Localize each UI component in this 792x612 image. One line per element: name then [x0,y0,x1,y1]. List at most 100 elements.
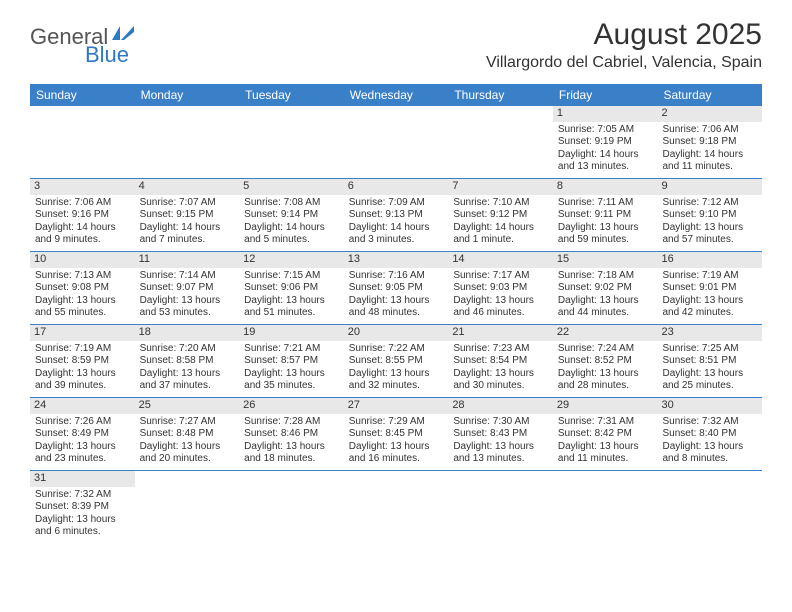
calendar-cell: 14Sunrise: 7:17 AMSunset: 9:03 PMDayligh… [448,252,553,324]
day-number: 11 [135,252,240,268]
week-row: 1Sunrise: 7:05 AMSunset: 9:19 PMDaylight… [30,106,762,179]
day-number: 28 [448,398,553,414]
day-number: 31 [30,471,135,487]
sun-detail: Sunrise: 7:06 AM [35,197,130,210]
header: General Blue August 2025 Villargordo del… [0,0,792,80]
sun-detail: Daylight: 13 hours and 51 minutes. [244,295,339,320]
calendar-cell [344,106,449,178]
sun-detail: Sunrise: 7:07 AM [140,197,235,210]
day-number: 21 [448,325,553,341]
title-block: August 2025 Villargordo del Cabriel, Val… [486,18,762,72]
sun-detail: Sunset: 8:52 PM [558,355,653,368]
sun-detail: Sunrise: 7:26 AM [35,416,130,429]
day-header-cell: Tuesday [239,84,344,106]
calendar: SundayMondayTuesdayWednesdayThursdayFrid… [30,84,762,543]
day-number: 10 [30,252,135,268]
sun-detail: Sunrise: 7:05 AM [558,124,653,137]
sun-detail: Sunrise: 7:10 AM [453,197,548,210]
calendar-cell [135,471,240,543]
sun-detail: Sunrise: 7:22 AM [349,343,444,356]
day-number: 26 [239,398,344,414]
day-number: 30 [657,398,762,414]
calendar-cell: 16Sunrise: 7:19 AMSunset: 9:01 PMDayligh… [657,252,762,324]
day-number: 13 [344,252,449,268]
calendar-cell: 7Sunrise: 7:10 AMSunset: 9:12 PMDaylight… [448,179,553,251]
calendar-cell: 31Sunrise: 7:32 AMSunset: 8:39 PMDayligh… [30,471,135,543]
calendar-cell: 18Sunrise: 7:20 AMSunset: 8:58 PMDayligh… [135,325,240,397]
sun-detail: Sunset: 8:57 PM [244,355,339,368]
sun-detail: Sunset: 8:54 PM [453,355,548,368]
logo-text-blue: Blue [85,42,129,67]
day-number: 3 [30,179,135,195]
sun-detail: Sunrise: 7:06 AM [662,124,757,137]
sun-detail: Sunset: 9:07 PM [140,282,235,295]
sun-detail: Sunset: 8:58 PM [140,355,235,368]
day-number: 17 [30,325,135,341]
calendar-cell [553,471,658,543]
calendar-cell: 4Sunrise: 7:07 AMSunset: 9:15 PMDaylight… [135,179,240,251]
calendar-cell: 22Sunrise: 7:24 AMSunset: 8:52 PMDayligh… [553,325,658,397]
sun-detail: Daylight: 13 hours and 16 minutes. [349,441,444,466]
sun-detail: Daylight: 13 hours and 8 minutes. [662,441,757,466]
sun-detail: Sunrise: 7:11 AM [558,197,653,210]
sun-detail: Sunset: 9:11 PM [558,209,653,222]
week-row: 3Sunrise: 7:06 AMSunset: 9:16 PMDaylight… [30,179,762,252]
sun-detail: Sunset: 8:42 PM [558,428,653,441]
sun-detail: Daylight: 13 hours and 25 minutes. [662,368,757,393]
sun-detail: Sunrise: 7:30 AM [453,416,548,429]
sun-detail: Sunrise: 7:27 AM [140,416,235,429]
sun-detail: Daylight: 14 hours and 7 minutes. [140,222,235,247]
calendar-cell: 28Sunrise: 7:30 AMSunset: 8:43 PMDayligh… [448,398,553,470]
day-number: 24 [30,398,135,414]
day-number: 5 [239,179,344,195]
week-row: 10Sunrise: 7:13 AMSunset: 9:08 PMDayligh… [30,252,762,325]
day-number: 6 [344,179,449,195]
sun-detail: Sunrise: 7:19 AM [35,343,130,356]
sun-detail: Daylight: 14 hours and 1 minute. [453,222,548,247]
sun-detail: Daylight: 13 hours and 6 minutes. [35,514,130,539]
sun-detail: Daylight: 14 hours and 11 minutes. [662,149,757,174]
calendar-cell: 30Sunrise: 7:32 AMSunset: 8:40 PMDayligh… [657,398,762,470]
sun-detail: Daylight: 14 hours and 5 minutes. [244,222,339,247]
week-row: 17Sunrise: 7:19 AMSunset: 8:59 PMDayligh… [30,325,762,398]
day-number: 12 [239,252,344,268]
day-header-cell: Friday [553,84,658,106]
day-header-cell: Wednesday [344,84,449,106]
day-number: 23 [657,325,762,341]
sun-detail: Sunset: 9:06 PM [244,282,339,295]
sun-detail: Daylight: 13 hours and 23 minutes. [35,441,130,466]
day-number: 29 [553,398,658,414]
sun-detail: Sunrise: 7:09 AM [349,197,444,210]
sun-detail: Sunset: 9:13 PM [349,209,444,222]
sun-detail: Sunrise: 7:15 AM [244,270,339,283]
sun-detail: Sunset: 9:10 PM [662,209,757,222]
calendar-cell: 20Sunrise: 7:22 AMSunset: 8:55 PMDayligh… [344,325,449,397]
day-header-cell: Sunday [30,84,135,106]
calendar-cell [344,471,449,543]
calendar-cell: 15Sunrise: 7:18 AMSunset: 9:02 PMDayligh… [553,252,658,324]
sun-detail: Sunrise: 7:32 AM [35,489,130,502]
sun-detail: Sunrise: 7:20 AM [140,343,235,356]
calendar-cell: 13Sunrise: 7:16 AMSunset: 9:05 PMDayligh… [344,252,449,324]
day-number: 18 [135,325,240,341]
sun-detail: Daylight: 13 hours and 30 minutes. [453,368,548,393]
location: Villargordo del Cabriel, Valencia, Spain [486,54,762,72]
sun-detail: Daylight: 14 hours and 13 minutes. [558,149,653,174]
sun-detail: Sunrise: 7:21 AM [244,343,339,356]
day-number: 20 [344,325,449,341]
calendar-cell [135,106,240,178]
day-number: 1 [553,106,658,122]
calendar-cell: 23Sunrise: 7:25 AMSunset: 8:51 PMDayligh… [657,325,762,397]
sun-detail: Sunset: 8:43 PM [453,428,548,441]
calendar-cell: 3Sunrise: 7:06 AMSunset: 9:16 PMDaylight… [30,179,135,251]
calendar-cell [448,106,553,178]
sun-detail: Sunset: 9:14 PM [244,209,339,222]
calendar-cell: 6Sunrise: 7:09 AMSunset: 9:13 PMDaylight… [344,179,449,251]
calendar-cell: 17Sunrise: 7:19 AMSunset: 8:59 PMDayligh… [30,325,135,397]
sun-detail: Daylight: 13 hours and 57 minutes. [662,222,757,247]
sun-detail: Daylight: 13 hours and 11 minutes. [558,441,653,466]
sun-detail: Sunrise: 7:08 AM [244,197,339,210]
calendar-cell: 21Sunrise: 7:23 AMSunset: 8:54 PMDayligh… [448,325,553,397]
sun-detail: Daylight: 13 hours and 53 minutes. [140,295,235,320]
week-row: 24Sunrise: 7:26 AMSunset: 8:49 PMDayligh… [30,398,762,471]
